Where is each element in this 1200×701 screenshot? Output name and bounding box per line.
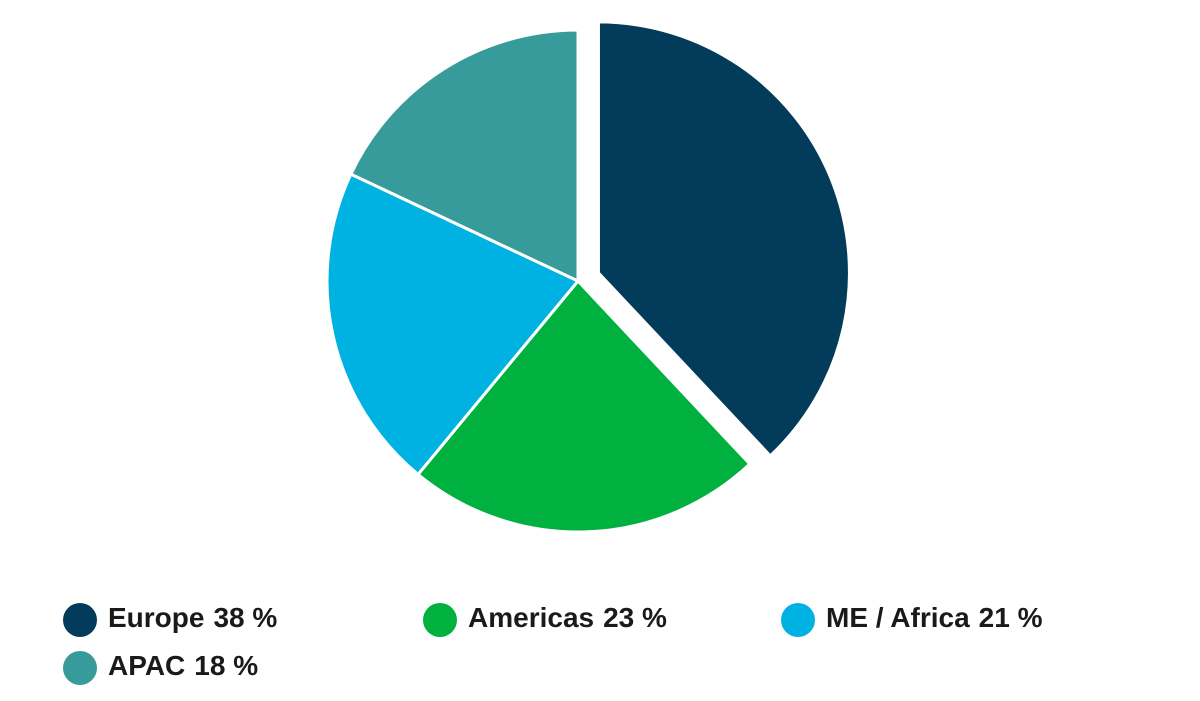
legend-value: 23 % [603, 602, 667, 633]
legend-item: Europe 38 % [63, 602, 277, 637]
legend-swatch [63, 651, 97, 685]
legend-value: 38 % [213, 602, 277, 633]
legend-item: Americas 23 % [423, 602, 667, 637]
legend-label: ME / Africa 21 % [826, 602, 1043, 633]
pie-slice [349, 28, 580, 283]
legend-item: ME / Africa 21 % [781, 602, 1043, 637]
legend-name: Europe [108, 602, 204, 633]
legend-value: 21 % [979, 602, 1043, 633]
pie-slice [416, 279, 752, 534]
pie-slice [325, 172, 580, 476]
legend-name: APAC [108, 650, 185, 681]
legend-label: APAC 18 % [108, 650, 258, 681]
legend-swatch [423, 603, 457, 637]
legend-name: ME / Africa [826, 602, 970, 633]
legend-swatch [781, 603, 815, 637]
legend-swatch [63, 603, 97, 637]
legend-label: Europe 38 % [108, 602, 277, 633]
legend-name: Americas [468, 602, 594, 633]
legend-item: APAC 18 % [63, 650, 258, 685]
legend-value: 18 % [194, 650, 258, 681]
pie-slice [596, 20, 851, 458]
legend-label: Americas 23 % [468, 602, 667, 633]
